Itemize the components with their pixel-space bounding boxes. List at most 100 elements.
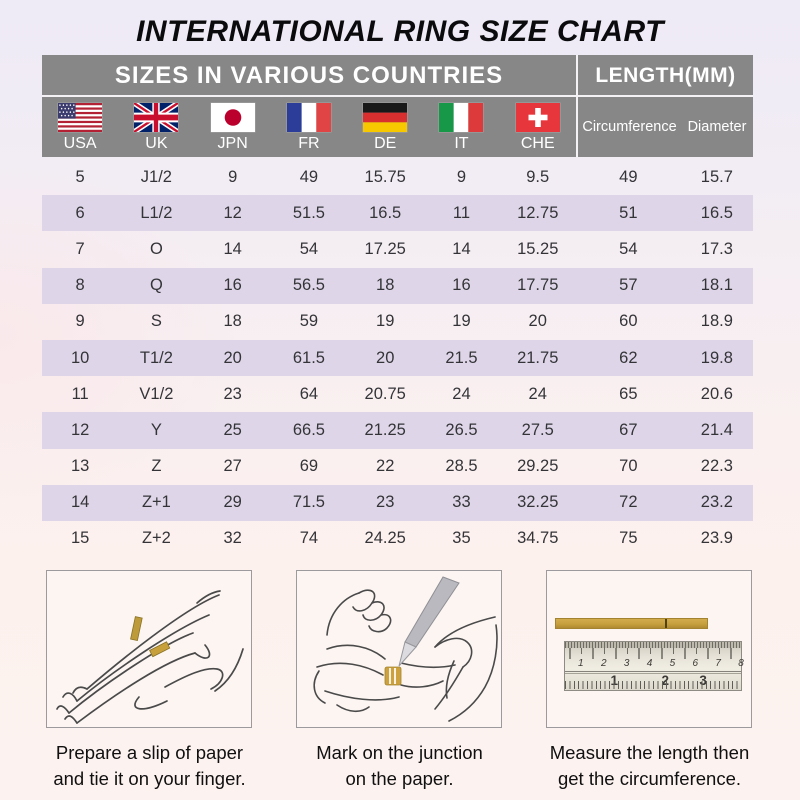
table-cell: 19 [452, 312, 471, 331]
table-cell: 18.1 [700, 276, 733, 295]
table-cell: 14 [223, 239, 242, 258]
table-cell: 51 [619, 203, 638, 222]
table-cell: 20.6 [700, 384, 733, 403]
table-cell: 70 [619, 457, 638, 476]
table-cell: 23.9 [700, 529, 733, 548]
table-cell: V1/2 [139, 384, 174, 403]
table-cell: 10 [70, 348, 90, 367]
table-cell: 64 [299, 384, 319, 403]
table-header: SIZES IN VARIOUS COUNTRIES [42, 55, 753, 157]
table-cell: 49 [299, 167, 319, 186]
table-cell: Z [151, 457, 162, 476]
table-cell: 22.3 [700, 457, 733, 476]
column-header-circumference: Circumference [582, 119, 677, 135]
table-cell: 14 [452, 239, 471, 258]
japan-flag-icon [210, 103, 255, 132]
step-2-illustration-box [296, 570, 502, 728]
table-cell: 29 [223, 493, 242, 512]
table-cell: Z+1 [141, 493, 171, 512]
column-label-uk: UK [145, 135, 168, 152]
table-cell: 23.2 [700, 493, 733, 512]
table-cell: 13 [70, 457, 90, 476]
table-cell: 29.25 [517, 457, 559, 476]
table-cell: 33 [452, 493, 471, 512]
step-3-caption-line1: Measure the length then [549, 742, 750, 763]
table-cell: 69 [299, 457, 319, 476]
table-cell: 14 [70, 493, 90, 512]
table-cell: 59 [299, 312, 319, 331]
table-cell: 19.8 [700, 348, 733, 367]
table-cell: 11 [71, 384, 89, 403]
table-cell: 17.3 [700, 239, 733, 258]
ruler-top-edge [565, 642, 741, 648]
table-cell: L1/2 [140, 203, 173, 222]
table-cell: 20 [528, 312, 547, 331]
column-label-it: IT [454, 135, 469, 152]
table-cell: S [150, 312, 162, 331]
table-cell: 15.25 [517, 239, 559, 258]
step-2: Mark on the junction on the paper. [296, 570, 503, 792]
step-2-caption-line1: Mark on the junction [316, 742, 483, 763]
table-cell: 26.5 [445, 420, 478, 439]
table-cell: 15.7 [700, 167, 733, 186]
column-header-uk: UK [118, 97, 194, 157]
germany-flag-icon [363, 103, 408, 132]
table-cell: 16 [452, 276, 471, 295]
column-label-de: DE [374, 135, 397, 152]
table-cell: 51.5 [292, 203, 325, 222]
france-flag-icon [286, 103, 331, 132]
table-cell: 62 [619, 348, 638, 367]
table-cell: 17.25 [364, 239, 406, 258]
junction-mark [664, 619, 667, 628]
column-header-jpn: JPN [195, 97, 271, 157]
step-3-caption: Measure the length then get the circumfe… [546, 740, 753, 792]
table-cell: 23 [223, 384, 242, 403]
step-1-caption-line1: Prepare a slip of paper [55, 742, 244, 763]
table-row: 10 T1/2 20 61.5 20 21.5 21.75 62 19.8 [42, 339, 753, 377]
ruler-tick-marks [565, 648, 741, 674]
column-header-it: IT [423, 97, 499, 157]
step-1-caption-line2: and tie it on your finger. [53, 768, 246, 789]
table-row: 15 Z+2 32 74 24.25 35 34.75 75 23.9 [42, 521, 753, 557]
table-cell: 12.75 [517, 203, 559, 222]
table-cell: 56.5 [292, 276, 325, 295]
sizes-section-header: SIZES IN VARIOUS COUNTRIES [42, 55, 576, 157]
column-header-diameter: Diameter [687, 119, 747, 135]
table-row: 11 V1/2 23 64 20.75 24 24 65 20.6 [42, 376, 753, 412]
table-cell: 60 [619, 312, 638, 331]
table-row: 9 S 18 59 19 19 20 60 18.9 [42, 304, 753, 340]
hand-with-paper-illustration [56, 590, 244, 724]
table-cell: 6 [75, 203, 85, 222]
column-header-fr: FR [271, 97, 347, 157]
switzerland-flag-icon [515, 103, 560, 132]
ruler-fine-ticks [565, 681, 741, 689]
table-cell: 66.5 [292, 420, 325, 439]
page-title: INTERNATIONAL RING SIZE CHART [136, 15, 664, 48]
table-cell: 20.75 [364, 384, 406, 403]
length-header-label: LENGTH(MM) [578, 55, 753, 97]
table-cell: 35 [452, 529, 471, 548]
step-2-caption: Mark on the junction on the paper. [296, 740, 503, 792]
table-cell: Z+2 [141, 529, 171, 548]
usa-flag-icon [58, 103, 103, 132]
table-cell: 27.5 [521, 420, 554, 439]
column-header-de: DE [347, 97, 423, 157]
table-cell: 15.75 [364, 167, 406, 186]
table-row: 5 J1/2 9 49 15.75 9 9.5 49 15.7 [42, 159, 753, 195]
table-cell: 21.25 [364, 420, 406, 439]
table-cell: 9 [75, 312, 85, 331]
step-3-caption-line2: get the circumference. [557, 768, 742, 789]
table-cell: 16 [223, 276, 242, 295]
table-cell: 67 [619, 420, 638, 439]
table-cell: 72 [619, 493, 638, 512]
column-label-che: CHE [520, 135, 555, 152]
step-2-caption-line2: on the paper. [345, 768, 454, 789]
table-cell: 5 [75, 167, 85, 186]
step-1-caption: Prepare a slip of paper and tie it on yo… [46, 740, 253, 792]
table-row: 7 O 14 54 17.25 14 15.25 54 17.3 [42, 231, 753, 267]
table-cell: 20 [223, 348, 242, 367]
table-cell: 9.5 [526, 167, 550, 186]
table-cell: 24 [452, 384, 471, 403]
